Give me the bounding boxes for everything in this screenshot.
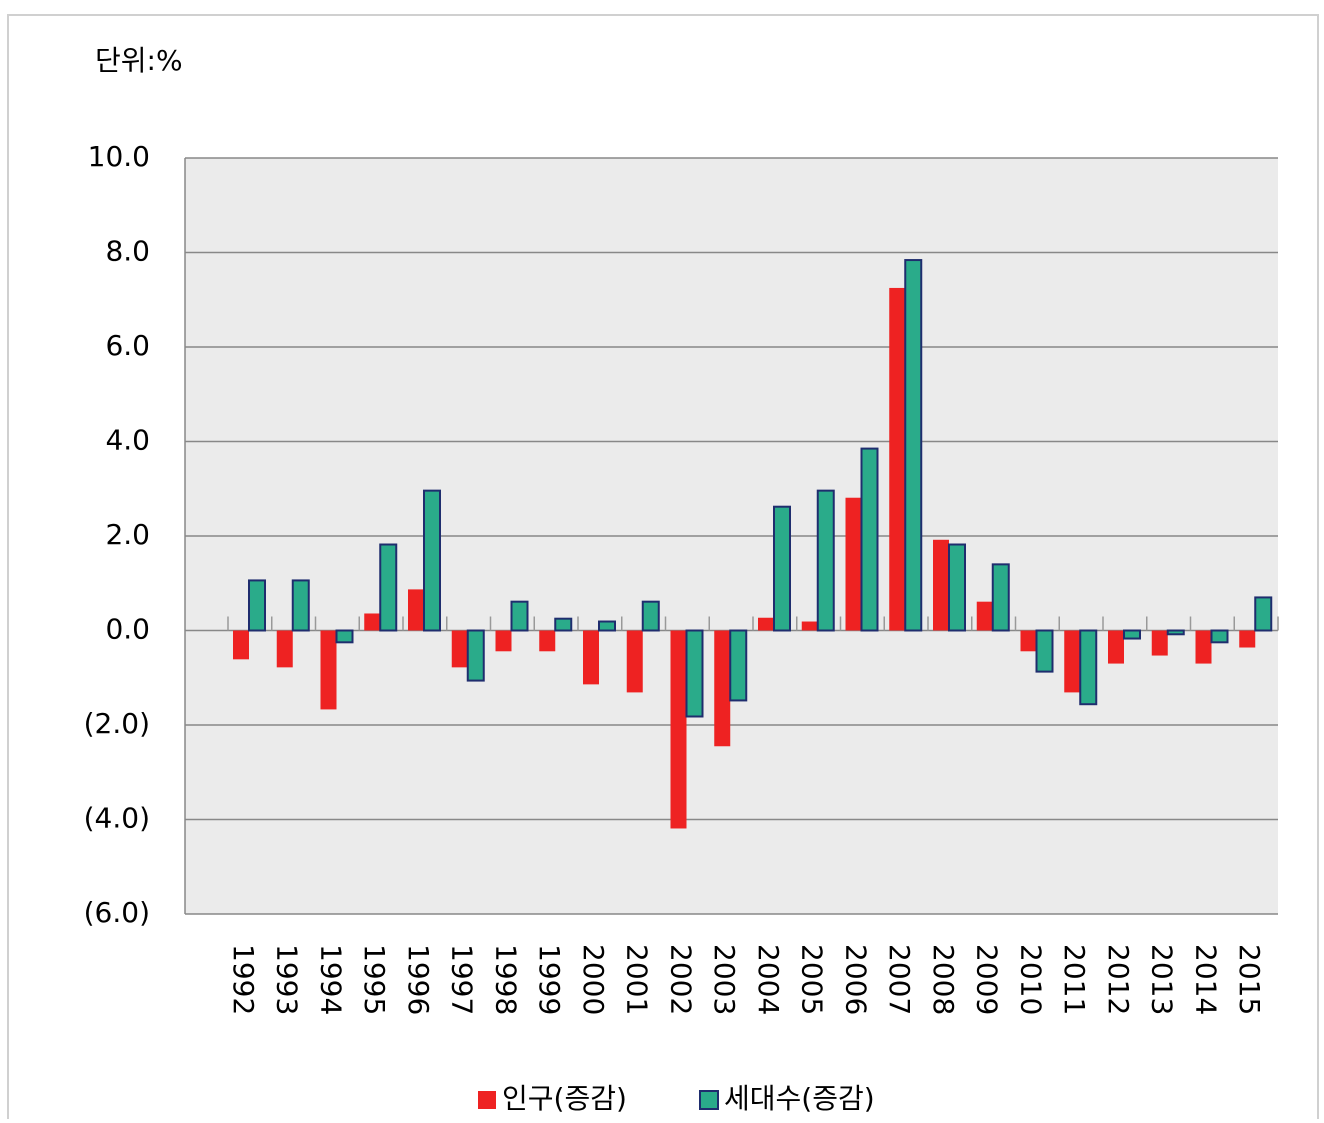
bar [320, 630, 337, 710]
bar [991, 563, 1010, 632]
x-tick-label: 1994 [314, 944, 347, 1015]
bar [801, 621, 818, 631]
bar [626, 630, 643, 693]
x-tick-label: 1997 [446, 944, 479, 1015]
bar [554, 617, 573, 632]
bar [510, 600, 529, 632]
bar [539, 630, 556, 652]
y-tick-label: 10.0 [88, 140, 150, 173]
bar [889, 287, 906, 631]
bar [948, 543, 966, 632]
x-tick-label: 1992 [227, 944, 260, 1015]
x-tick-label: 2009 [971, 944, 1004, 1015]
bar [466, 629, 485, 682]
bar [758, 617, 774, 631]
legend-swatch [478, 1091, 496, 1109]
bar [641, 600, 660, 632]
bar [1151, 630, 1168, 656]
x-tick-label: 1993 [271, 944, 304, 1015]
bar [1239, 630, 1256, 648]
bar [1035, 629, 1054, 673]
bar [291, 579, 310, 632]
bar [583, 630, 599, 685]
y-tick-label: (4.0) [84, 802, 150, 835]
bar [1254, 596, 1273, 632]
bar [845, 497, 862, 631]
x-tick-label: 2002 [664, 944, 697, 1015]
bar [233, 630, 249, 660]
bar [816, 489, 835, 632]
y-tick-label: (6.0) [84, 896, 150, 929]
bar [1123, 629, 1141, 640]
x-tick-label: 2004 [752, 944, 785, 1015]
x-tick-label: 1999 [533, 944, 566, 1015]
x-tick-label: 2014 [1189, 944, 1222, 1015]
x-tick-label: 1995 [358, 944, 391, 1015]
x-tick-label: 2011 [1058, 944, 1091, 1015]
x-tick-label: 2015 [1233, 944, 1266, 1015]
bar [1079, 629, 1098, 706]
y-tick-label: 2.0 [105, 518, 150, 551]
y-tick-label: 8.0 [105, 235, 150, 268]
bar [904, 259, 923, 632]
legend-label: 세대수(증감) [724, 1082, 875, 1115]
y-tick-label: (2.0) [84, 707, 150, 740]
bar [670, 630, 687, 829]
bar [423, 489, 441, 632]
x-tick-label: 2001 [621, 944, 654, 1015]
bar [495, 630, 512, 652]
x-tick-label: 1996 [402, 944, 435, 1015]
bar [860, 447, 879, 632]
legend-swatch [699, 1090, 719, 1110]
y-tick-label: 6.0 [105, 329, 150, 362]
bar [773, 505, 791, 632]
bar [379, 543, 398, 632]
x-tick-label: 2013 [1146, 944, 1179, 1015]
bar [408, 589, 424, 631]
y-tick-label: 4.0 [105, 424, 150, 457]
x-tick-label: 2012 [1102, 944, 1135, 1015]
bar [364, 613, 381, 631]
bar [1195, 630, 1212, 664]
bar [729, 629, 748, 702]
bar [1108, 630, 1124, 664]
x-tick-label: 2007 [883, 944, 916, 1015]
x-tick-label: 2003 [708, 944, 741, 1015]
x-tick-label: 1998 [489, 944, 522, 1015]
bar [1064, 630, 1081, 693]
bar [451, 630, 468, 668]
bar [976, 601, 993, 631]
bar [1020, 630, 1037, 652]
bar [1166, 629, 1185, 636]
bar [714, 630, 731, 747]
bar [598, 620, 616, 632]
bar [933, 539, 949, 631]
x-tick-label: 2000 [577, 944, 610, 1015]
bar [685, 629, 704, 718]
legend-label: 인구(증감) [502, 1082, 627, 1115]
unit-label: 단위:% [95, 44, 183, 77]
bar [1210, 629, 1229, 644]
bar [276, 630, 293, 668]
bar [248, 579, 266, 632]
x-tick-label: 2005 [796, 944, 829, 1015]
bar [335, 629, 354, 644]
y-tick-label: 0.0 [105, 613, 150, 646]
x-tick-label: 2006 [839, 944, 872, 1015]
x-tick-label: 2010 [1014, 944, 1047, 1015]
x-tick-label: 2008 [927, 944, 960, 1015]
